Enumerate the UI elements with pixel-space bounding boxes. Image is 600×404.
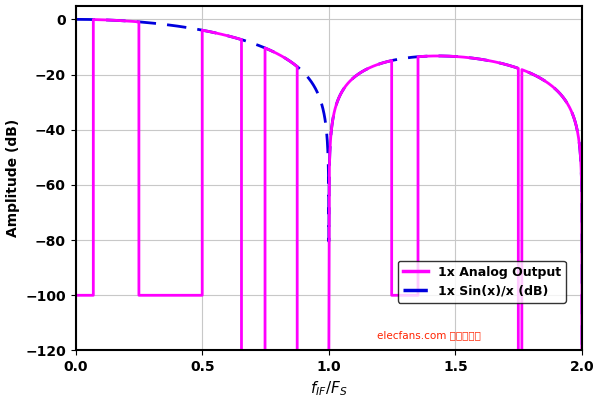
Legend: 1x Analog Output, 1x Sin(x)/x (dB): 1x Analog Output, 1x Sin(x)/x (dB): [398, 261, 566, 303]
Text: elecfans.com 电子发烧友: elecfans.com 电子发烧友: [377, 330, 481, 341]
X-axis label: $f_{IF}/F_S$: $f_{IF}/F_S$: [310, 380, 347, 398]
Y-axis label: Amplitude (dB): Amplitude (dB): [5, 119, 20, 237]
